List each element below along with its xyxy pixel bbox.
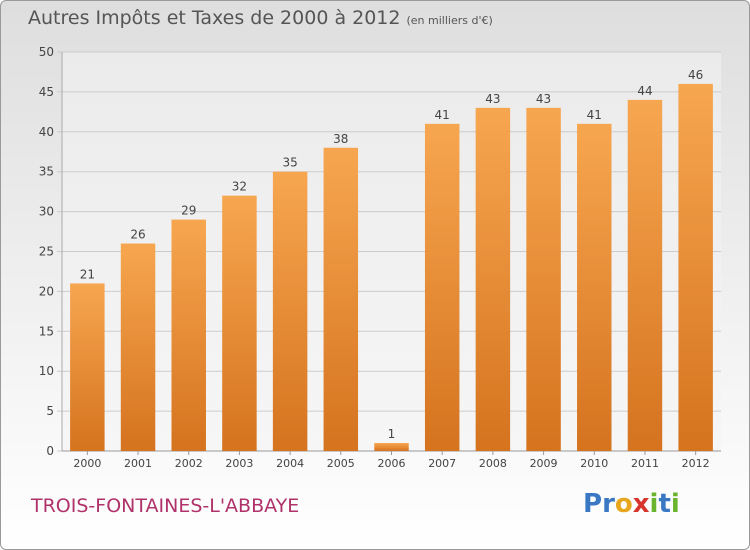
bar bbox=[526, 107, 561, 452]
y-tick-label: 20 bbox=[39, 284, 54, 298]
y-tick-label: 10 bbox=[39, 364, 54, 378]
x-tick-label: 2005 bbox=[327, 457, 355, 470]
bar-value-label: 44 bbox=[637, 84, 652, 98]
logo-letter: i bbox=[649, 489, 659, 519]
logo-letter: i bbox=[670, 489, 680, 519]
y-tick-label: 0 bbox=[46, 444, 54, 458]
bar bbox=[424, 123, 460, 451]
x-tick-label: 2011 bbox=[631, 457, 659, 470]
bar bbox=[323, 147, 359, 451]
logo-letter: P bbox=[583, 489, 603, 519]
bar-value-label: 43 bbox=[536, 92, 551, 106]
y-tick-label: 25 bbox=[39, 245, 54, 259]
y-tick-label: 50 bbox=[39, 45, 54, 59]
bar-value-label: 38 bbox=[333, 132, 348, 146]
chart-title-text: Autres Impôts et Taxes de 2000 à 2012 bbox=[28, 7, 401, 29]
x-tick-label: 2006 bbox=[378, 457, 406, 470]
y-tick-label: 30 bbox=[39, 205, 54, 219]
bar bbox=[70, 283, 105, 451]
y-tick-label: 40 bbox=[39, 125, 54, 139]
x-tick-label: 2004 bbox=[276, 457, 304, 470]
bar bbox=[678, 83, 713, 452]
x-tick-label: 2000 bbox=[73, 457, 101, 470]
logo-letter: x bbox=[632, 489, 650, 519]
bar bbox=[627, 99, 663, 451]
bar-value-label: 21 bbox=[80, 267, 95, 281]
bar-value-label: 41 bbox=[587, 108, 602, 122]
y-tick-label: 5 bbox=[46, 404, 54, 418]
logo-letter: r bbox=[602, 489, 615, 519]
logo-letter: t bbox=[658, 489, 671, 519]
y-tick-label: 45 bbox=[39, 85, 54, 99]
bar-value-label: 29 bbox=[181, 204, 196, 218]
bar bbox=[272, 171, 308, 451]
bar bbox=[577, 123, 612, 451]
bar bbox=[120, 243, 156, 451]
proxiti-logo: Proxiti bbox=[583, 489, 680, 519]
y-tick-label: 15 bbox=[39, 324, 54, 338]
bar bbox=[171, 219, 206, 451]
bar-value-label: 46 bbox=[688, 68, 703, 82]
x-tick-label: 2008 bbox=[479, 457, 507, 470]
x-tick-label: 2003 bbox=[225, 457, 253, 470]
bar-value-label: 43 bbox=[485, 92, 500, 106]
x-tick-label: 2009 bbox=[530, 457, 558, 470]
chart-title: Autres Impôts et Taxes de 2000 à 2012 (en… bbox=[28, 7, 493, 29]
bar bbox=[374, 443, 409, 451]
chart-unit: (en milliers d'€) bbox=[406, 14, 493, 27]
x-tick-label: 2001 bbox=[124, 457, 152, 470]
bar bbox=[475, 107, 511, 452]
bar bbox=[222, 195, 257, 451]
x-tick-label: 2010 bbox=[580, 457, 608, 470]
bar-value-label: 1 bbox=[388, 427, 396, 441]
logo-letter: o bbox=[614, 489, 633, 519]
bar-value-label: 32 bbox=[232, 180, 247, 194]
x-tick-label: 2012 bbox=[682, 457, 710, 470]
bar-value-label: 41 bbox=[435, 108, 450, 122]
commune-name: TROIS-FONTAINES-L'ABBAYE bbox=[31, 495, 300, 517]
x-tick-label: 2002 bbox=[175, 457, 203, 470]
bar-value-label: 26 bbox=[130, 228, 145, 242]
bar-value-label: 35 bbox=[282, 156, 297, 170]
y-tick-label: 35 bbox=[39, 165, 54, 179]
x-tick-label: 2007 bbox=[428, 457, 456, 470]
